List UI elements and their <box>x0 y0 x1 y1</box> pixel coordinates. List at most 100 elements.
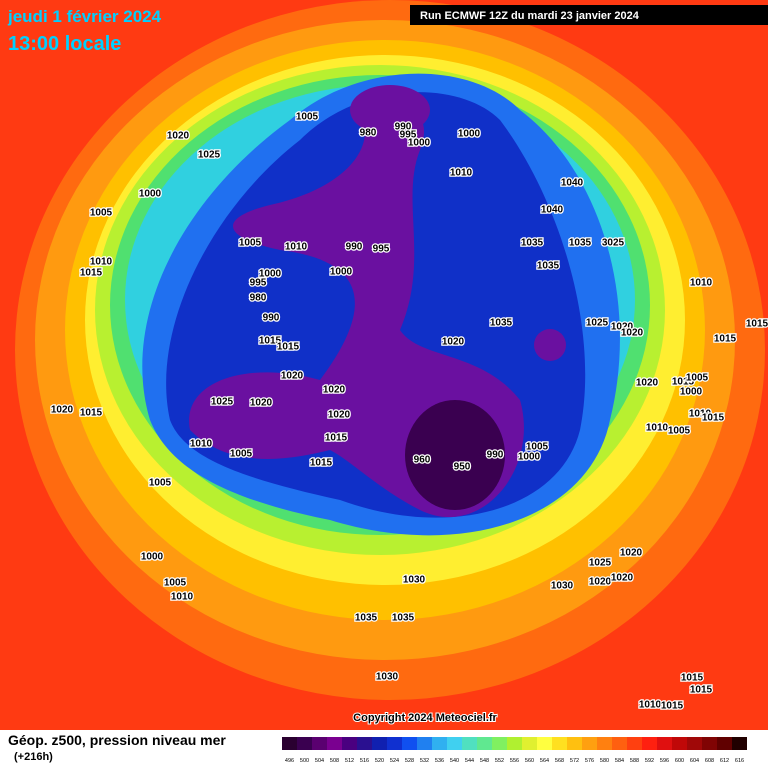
time: 13:00 locale <box>8 33 121 55</box>
isobar-label: 980 <box>360 128 377 139</box>
legend-label: 612 <box>720 758 729 764</box>
isobar-label: 1020 <box>250 398 273 409</box>
isobar-label: 960 <box>414 455 431 466</box>
isobar-label: 1010 <box>689 409 712 420</box>
isobar-label: 1040 <box>561 178 584 189</box>
isobar-label: 1025 <box>198 150 221 161</box>
legend-label: 516 <box>360 758 369 764</box>
legend-label: 540 <box>450 758 459 764</box>
isobar-label: 1015 <box>690 685 713 696</box>
legend-swatch <box>552 737 567 750</box>
isobar-label: 1030 <box>551 581 574 592</box>
isobar-label: 980 <box>250 293 267 304</box>
footer-title: Géop. z500, pression niveau mer <box>8 732 226 748</box>
legend-label: 588 <box>630 758 639 764</box>
legend-swatch <box>447 737 462 750</box>
legend-swatch <box>357 737 372 750</box>
isobar-label: 1010 <box>171 592 194 603</box>
isobar-label: 3025 <box>602 238 625 249</box>
isobar-label: 1035 <box>392 613 415 624</box>
legend-label: 528 <box>405 758 414 764</box>
isobar-label: 1015 <box>681 673 704 684</box>
field <box>0 0 768 730</box>
isobar-label: 995 <box>400 130 417 141</box>
isobar-label: 1010 <box>450 168 473 179</box>
legend-label: 572 <box>570 758 579 764</box>
legend-swatch <box>372 737 387 750</box>
legend-swatch <box>717 737 732 750</box>
isobar-label: 1010 <box>285 242 308 253</box>
run-box <box>410 5 768 25</box>
legend-swatch <box>507 737 522 750</box>
isobar-label: 1020 <box>323 385 346 396</box>
isobar-label: 1020 <box>589 577 612 588</box>
isobar-label: 1035 <box>537 261 560 272</box>
isobar-label: 1020 <box>281 371 304 382</box>
isobar-label: 1015 <box>714 334 737 345</box>
isobar-label: 1020 <box>328 410 351 421</box>
legend-label: 548 <box>480 758 489 764</box>
legend-label: 564 <box>540 758 549 764</box>
run-info: Run ECMWF 12Z du mardi 23 janvier 2024 <box>420 10 640 22</box>
legend-swatch <box>312 737 327 750</box>
isobar-label: 1015 <box>259 336 282 347</box>
legend-label: 616 <box>735 758 744 764</box>
legend-swatch <box>477 737 492 750</box>
isobar-label: 995 <box>250 278 267 289</box>
legend-swatch <box>597 737 612 750</box>
isobar-label: 1020 <box>611 322 634 333</box>
legend-label: 568 <box>555 758 564 764</box>
isobar-label: 1005 <box>686 373 709 384</box>
isobar-label: 990 <box>346 242 363 253</box>
legend: 496 500 504 508 512 516 520 524 528 532 536 540 544 5… <box>282 737 747 764</box>
isobar-label: 1000 <box>680 387 703 398</box>
isobar-label: 1005 <box>90 208 113 219</box>
legend-swatch <box>702 737 717 750</box>
isobar-label: 1015 <box>672 377 695 388</box>
isobar-label: 1000 <box>458 129 481 140</box>
isobar-label: 1010 <box>90 257 113 268</box>
legend-swatch <box>462 737 477 750</box>
legend-label: 544 <box>465 758 474 764</box>
isobar-label: 1005 <box>164 578 187 589</box>
isobar-label: 990 <box>487 450 504 461</box>
legend-swatch <box>732 737 747 750</box>
legend-label: 604 <box>690 758 699 764</box>
legend-swatch <box>522 737 537 750</box>
isobar-label: 1020 <box>621 328 644 339</box>
legend-swatch <box>567 737 582 750</box>
isobar-label: 1035 <box>569 238 592 249</box>
isobar-label: 1015 <box>702 413 725 424</box>
legend-label: 508 <box>330 758 339 764</box>
isobar-label: 1040 <box>541 205 564 216</box>
isobar-label: 1000 <box>330 267 353 278</box>
legend-swatch <box>687 737 702 750</box>
isobar-label: 1025 <box>586 318 609 329</box>
isobar-label: 1025 <box>589 558 612 569</box>
legend-label: 600 <box>675 758 684 764</box>
legend-swatch <box>642 737 657 750</box>
legend-swatch <box>282 737 297 750</box>
isobar-label: 1015 <box>325 433 348 444</box>
legend-swatch <box>672 737 687 750</box>
legend-swatch <box>417 737 432 750</box>
isobar-label: 1030 <box>403 575 426 586</box>
isobar-label: 1015 <box>661 701 684 712</box>
legend-swatch <box>657 737 672 750</box>
isobar-label: 1015 <box>80 408 103 419</box>
legend-swatch <box>537 737 552 750</box>
isobar-label: 1010 <box>690 278 713 289</box>
legend-label: 536 <box>435 758 444 764</box>
legend-label: 512 <box>345 758 354 764</box>
legend-swatch <box>492 737 507 750</box>
legend-swatch <box>297 737 312 750</box>
isobar-label: 1015 <box>80 268 103 279</box>
legend-label: 520 <box>375 758 384 764</box>
legend-label: 500 <box>300 758 309 764</box>
isobar-label: 1020 <box>442 337 465 348</box>
isobar-label: 1020 <box>611 573 634 584</box>
legend-label: 584 <box>615 758 624 764</box>
legend-label: 556 <box>510 758 519 764</box>
legend-label: 560 <box>525 758 534 764</box>
isobar-label: 1005 <box>526 442 549 453</box>
